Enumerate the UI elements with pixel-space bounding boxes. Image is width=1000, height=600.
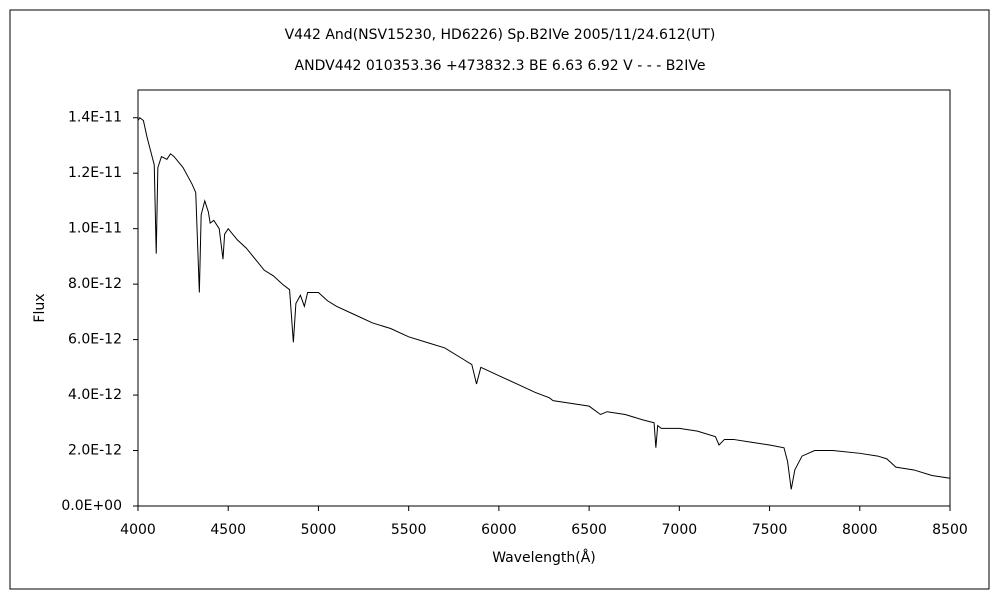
x-tick-label: 6500	[571, 522, 607, 538]
x-tick-label: 6000	[481, 522, 517, 538]
y-tick-label: 8.0E-12	[68, 276, 122, 292]
x-tick-label: 4000	[120, 522, 156, 538]
y-tick-label: 1.4E-11	[68, 110, 122, 126]
x-tick-label: 4500	[210, 522, 246, 538]
x-axis-label: Wavelength(Å)	[492, 549, 596, 566]
x-tick-label: 5500	[391, 522, 427, 538]
y-tick-label: 2.0E-12	[68, 443, 122, 459]
chart-border	[9, 9, 990, 590]
x-tick-label: 8000	[842, 522, 878, 538]
y-tick-label: 4.0E-12	[68, 387, 122, 403]
spectrum-line	[137, 117, 951, 490]
y-tick-label: 6.0E-12	[68, 332, 122, 348]
x-tick-label: 8500	[932, 522, 968, 538]
chart-subtitle: ANDV442 010353.36 +473832.3 BE 6.63 6.92…	[295, 58, 706, 74]
x-tick-label: 7500	[752, 522, 788, 538]
y-axis-label: Flux	[32, 293, 48, 322]
y-tick-label: 0.0E+00	[61, 498, 122, 514]
chart-title: V442 And(NSV15230, HD6226) Sp.B2IVe 2005…	[285, 27, 716, 43]
x-tick-label: 7000	[662, 522, 698, 538]
plot-area	[137, 89, 951, 507]
y-tick-label: 1.2E-11	[68, 165, 122, 181]
y-tick-label: 1.0E-11	[68, 221, 122, 237]
x-tick-label: 5000	[301, 522, 337, 538]
